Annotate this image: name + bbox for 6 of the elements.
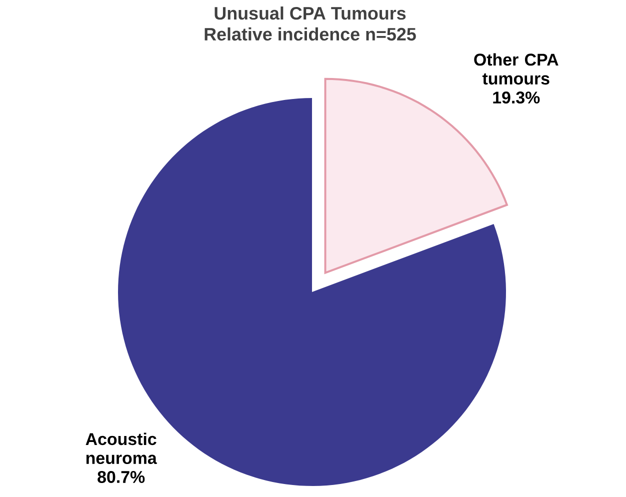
slice-label: Other CPA tumours — [474, 53, 558, 85]
data-label: 19.3% — [493, 92, 540, 104]
slice-label: Acoustic neuroma — [86, 432, 157, 464]
chart-subtitle: Relative incidence n=525 — [204, 27, 416, 41]
chart-title: Unusual CPA Tumours — [214, 6, 406, 20]
data-label: 80.7% — [98, 470, 145, 483]
